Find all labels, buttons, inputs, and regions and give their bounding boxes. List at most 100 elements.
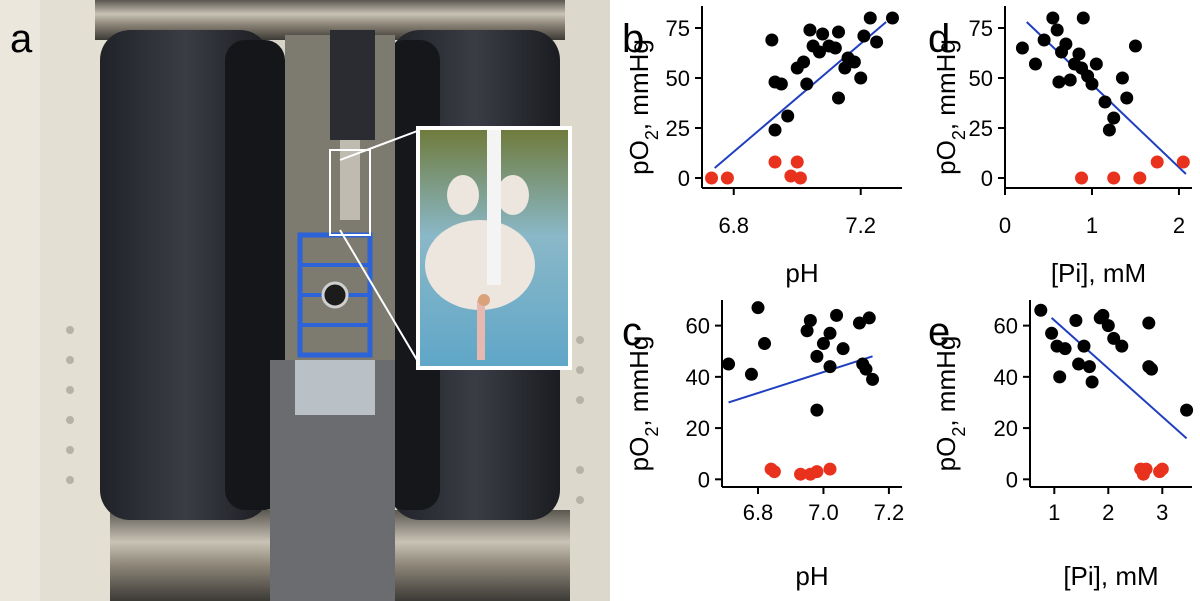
data-point [1053,370,1067,384]
x-axis-label: [Pi], mM [1063,561,1158,591]
data-point [1015,41,1029,55]
data-point [744,367,758,381]
data-point [1101,319,1115,333]
x-tick-label: 2 [1173,213,1185,238]
data-point [859,362,873,376]
data-point [1145,362,1158,376]
data-point [857,29,871,43]
mouse-inset [416,126,572,370]
panel-label-c: c [622,310,642,354]
data-point [774,77,788,91]
y-axis-label: pO2, mmHg [931,336,969,472]
data-point [830,308,844,322]
data-point [1085,77,1099,91]
data-point [1034,303,1048,317]
data-point [862,311,876,325]
data-point [1077,339,1091,353]
x-tick-label: 7.0 [808,500,839,525]
data-point [810,403,824,417]
y-tick-label: 40 [686,365,710,390]
x-tick-label: 2 [1102,500,1114,525]
data-point [1076,11,1090,25]
data-point [832,91,846,105]
hypoxic-point [705,171,719,185]
data-point [866,372,880,386]
y-tick-label: 20 [994,416,1018,441]
data-point [823,326,837,340]
fit-line [714,21,887,169]
data-point [828,41,842,55]
hypoxic-point [810,465,824,479]
data-point [832,25,846,39]
x-tick-label: 1 [1086,213,1098,238]
y-tick-label: 50 [969,66,993,91]
data-point [1037,33,1051,47]
data-point [1098,95,1112,109]
x-axis-label: [Pi], mM [1051,258,1146,288]
hypoxic-point [793,171,807,185]
data-point [768,123,782,137]
x-tick-label: 3 [1156,500,1168,525]
data-point [1128,39,1142,53]
panel-label-d: d [928,17,950,61]
data-point [1142,316,1156,330]
chart-c: 6.8 7.0 7.2 0 20 40 60 pH pO2, mmHg [624,300,904,591]
data-point [847,55,861,69]
data-point [800,77,814,91]
data-point [852,316,866,330]
x-axis-label: pH [785,258,818,288]
y-tick-label: 0 [981,166,993,191]
data-point [1050,23,1064,37]
data-point [838,61,852,75]
data-point [816,27,830,41]
data-point [797,55,811,69]
data-point [1046,11,1060,25]
y-tick-label: 50 [666,66,690,91]
chart-e: 1 2 3 0 20 40 60 [Pi], mM pO2, mmHg [931,300,1194,591]
data-point [1063,73,1077,87]
data-point [751,301,765,315]
panel-label-a: a [10,17,33,61]
y-axis-label: pO2, mmHg [624,39,662,175]
y-tick-label: 25 [666,116,690,141]
y-tick-label: 75 [969,16,993,41]
data-point [800,324,814,338]
x-tick-label: 7.2 [845,213,876,238]
x-tick-label: 6.8 [743,500,774,525]
data-point [854,71,868,85]
x-tick-label: 7.2 [874,500,905,525]
hypoxic-point [790,155,804,169]
data-point [1107,331,1121,345]
data-point [1180,403,1194,417]
hypoxic-point [823,462,837,476]
chart-d: 0 1 2 0 25 50 75 [Pi], mM pO2, mmHg [931,6,1192,288]
y-tick-label: 0 [1006,467,1018,492]
data-point [823,360,837,374]
data-point [1072,47,1086,61]
data-point [1102,123,1116,137]
data-point [803,313,817,327]
y-axis-label: pO2, mmHg [931,39,969,175]
data-point [1096,308,1110,322]
y-tick-label: 60 [686,314,710,339]
panel-label-e: e [928,310,950,354]
data-point [816,337,830,351]
hypoxic-point [1075,171,1089,185]
fit-line [1050,317,1188,440]
hypoxic-point [1139,462,1153,476]
data-point [1052,75,1066,89]
y-tick-label: 25 [969,116,993,141]
data-point [1069,313,1083,327]
data-point [758,337,772,351]
data-point [1120,91,1134,105]
hypoxic-point [768,155,782,169]
y-tick-label: 0 [678,166,690,191]
data-point [1059,37,1073,51]
hypoxic-point [1155,462,1169,476]
data-point [1058,342,1072,356]
data-point [765,33,779,47]
data-point [1115,339,1129,353]
y-tick-label: 60 [994,314,1018,339]
data-point [870,35,884,49]
hypoxic-point [1133,171,1147,185]
